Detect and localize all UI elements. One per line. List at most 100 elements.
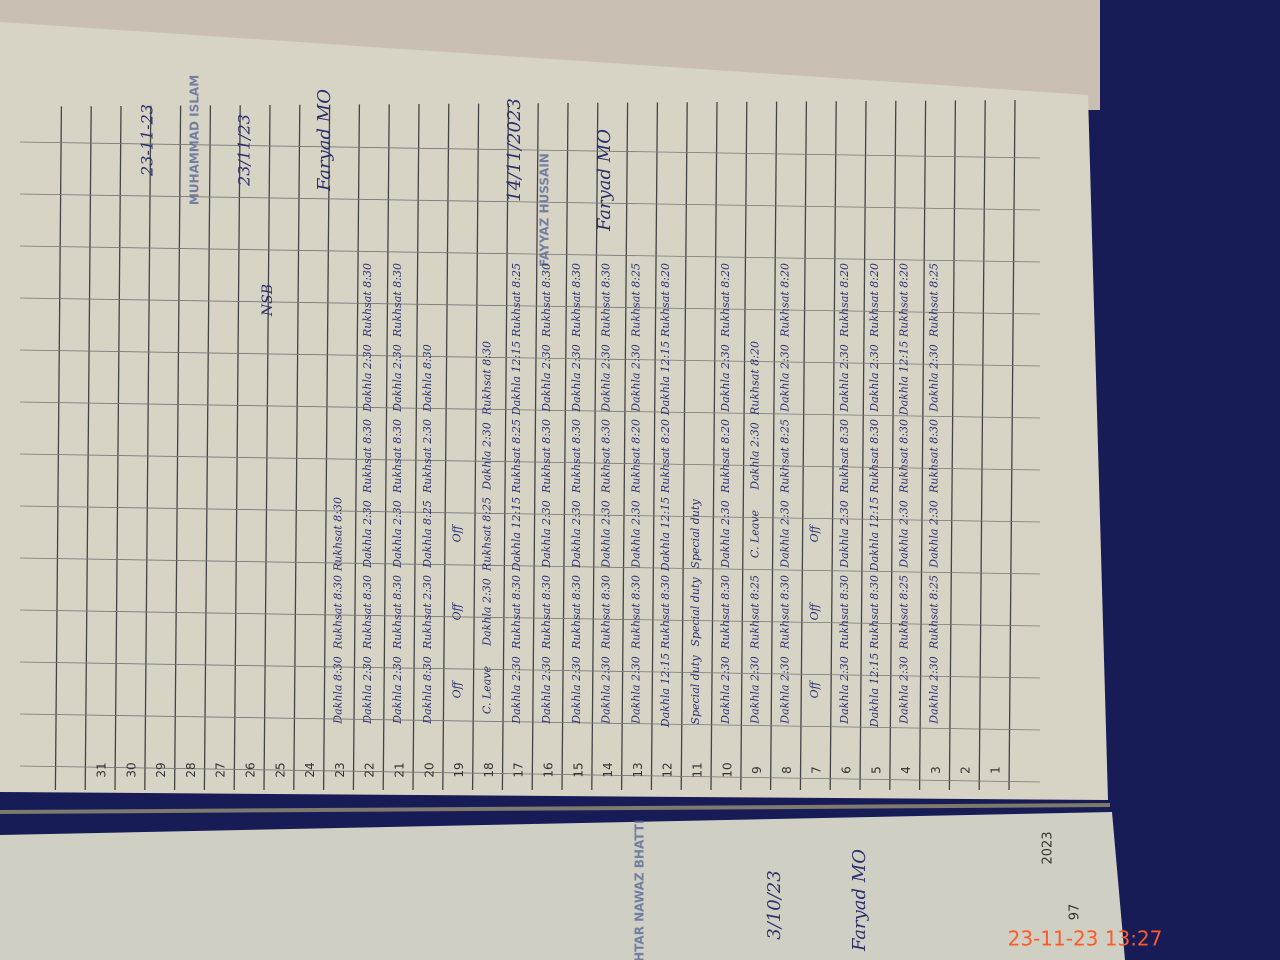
attendance-entry: Rukhsat 8:25 bbox=[778, 419, 791, 494]
attendance-entry: Dakhla 2:30 bbox=[629, 344, 642, 412]
row-number: 20 bbox=[422, 762, 436, 777]
column-line bbox=[19, 661, 1041, 679]
attendance-entry: Rukhsat 8:30 bbox=[659, 575, 672, 650]
year: 2023 bbox=[1041, 831, 1056, 864]
signature: Faryad MO bbox=[849, 849, 870, 952]
attendance-entry: Rukhsat 8:30 bbox=[391, 575, 404, 650]
attendance-entry: Rukhsat 8:30 bbox=[570, 263, 583, 338]
attendance-entry: Dakhla 2:30 bbox=[540, 344, 553, 412]
attendance-entry: Rukhsat 8:30 bbox=[719, 575, 732, 650]
row-line bbox=[1008, 99, 1016, 791]
row-number: 3 bbox=[929, 766, 943, 774]
row-line bbox=[948, 100, 957, 791]
attendance-entry: Rukhsat 8:20 bbox=[838, 263, 851, 338]
register-content: 23-11-23 13:27 97 2023 Faryad MO Faryad … bbox=[95, 75, 1163, 960]
ruling bbox=[19, 99, 1041, 791]
row-line bbox=[263, 104, 271, 791]
attendance-entry: Rukhsat 8:25 bbox=[927, 263, 940, 338]
row-number: 14 bbox=[601, 762, 615, 777]
row-line bbox=[591, 102, 599, 791]
row-line bbox=[650, 102, 659, 791]
attendance-entry: Dakhla 8:25 bbox=[421, 500, 434, 568]
attendance-entry: Rukhsat 8:30 bbox=[838, 419, 851, 494]
attendance-entry: Dakhla 2:30 bbox=[361, 344, 374, 412]
attendance-entry: Dakhla 8:30 bbox=[421, 656, 434, 724]
attendance-entry: Dakhla 2:30 bbox=[927, 656, 940, 724]
attendance-entry: Rukhsat 8:30 bbox=[600, 575, 613, 650]
attendance-entry: Rukhsat 8:30 bbox=[778, 575, 791, 650]
row-number: 9 bbox=[750, 766, 764, 774]
attendance-entry: Dakhla 2:30 bbox=[391, 656, 404, 724]
attendance-entry: Off bbox=[451, 601, 464, 620]
code: NSB bbox=[260, 284, 276, 317]
attendance-entry: Rukhsat 8:20 bbox=[659, 263, 672, 338]
attendance-entry: Dakhla 2:30 bbox=[600, 344, 613, 412]
attendance-entry: Special duty bbox=[689, 577, 702, 647]
column-line bbox=[19, 453, 1041, 471]
row-line bbox=[352, 104, 361, 791]
attendance-entry: Dakhla 2:30 bbox=[570, 500, 583, 568]
row-number: 15 bbox=[571, 762, 585, 777]
row-number: 12 bbox=[661, 762, 675, 777]
attendance-entry: Dakhla 2:30 bbox=[927, 344, 940, 412]
signature: Faryad MO bbox=[594, 129, 615, 232]
attendance-entry: Dakhla 2:30 bbox=[391, 500, 404, 568]
attendance-entry: Rukhsat 8:25 bbox=[510, 419, 523, 494]
attendance-entry: Rukhsat 8:30 bbox=[391, 419, 404, 494]
attendance-entry: Dakhla 2:30 bbox=[510, 656, 523, 724]
attendance-entry: Rukhsat 8:25 bbox=[510, 263, 523, 338]
attendance-entry: Rukhsat 8:30 bbox=[898, 419, 911, 494]
attendance-entry: Dakhla 12:15 bbox=[659, 341, 672, 416]
row-line bbox=[84, 106, 92, 791]
attendance-entry: Dakhla 2:30 bbox=[629, 500, 642, 568]
attendance-entry: Dakhla 2:30 bbox=[600, 500, 613, 568]
row-number: 27 bbox=[214, 762, 228, 777]
row-line bbox=[710, 101, 718, 791]
attendance-entry: Dakhla 2:30 bbox=[480, 422, 493, 490]
column-line bbox=[19, 557, 1041, 575]
attendance-entry: Rukhsat 8:30 bbox=[570, 419, 583, 494]
attendance-entry: Off bbox=[451, 679, 464, 698]
attendance-entry: Dakhla 2:30 bbox=[570, 344, 583, 412]
column-line bbox=[19, 297, 1041, 315]
attendance-entry: Dakhla 2:30 bbox=[361, 500, 374, 568]
row-line bbox=[978, 100, 986, 791]
attendance-entry: Dakhla 12:15 bbox=[510, 341, 523, 416]
row-line bbox=[293, 104, 301, 791]
row-number: 26 bbox=[244, 762, 258, 777]
row-line bbox=[203, 105, 212, 791]
attendance-entry: Dakhla 12:15 bbox=[510, 497, 523, 572]
attendance-entry: Dakhla 2:30 bbox=[838, 500, 851, 568]
row-line bbox=[233, 105, 241, 791]
row-line bbox=[144, 105, 152, 791]
attendance-entry: Rukhsat 8:30 bbox=[927, 419, 940, 494]
attendance-entry: Dakhla 2:30 bbox=[629, 656, 642, 724]
attendance-entry: Dakhla 12:15 bbox=[898, 341, 911, 416]
row-line bbox=[412, 103, 420, 791]
attendance-entry: Special duty bbox=[689, 499, 702, 569]
row-line bbox=[769, 101, 778, 791]
attendance-entry: Rukhsat 8:30 bbox=[540, 419, 553, 494]
row-number: 31 bbox=[95, 762, 109, 777]
page-fold bbox=[0, 803, 1111, 814]
row-number: 6 bbox=[840, 766, 854, 774]
attendance-entry: Dakhla 2:30 bbox=[838, 344, 851, 412]
attendance-entry: Rukhsat 8:25 bbox=[480, 497, 493, 572]
attendance-entry: C. Leave bbox=[480, 665, 493, 714]
attendance-entry: Rukhsat 8:20 bbox=[868, 263, 881, 338]
row-line bbox=[918, 100, 927, 791]
row-number: 5 bbox=[869, 766, 883, 774]
row-line bbox=[322, 104, 331, 791]
attendance-entry: Dakhla 12:15 bbox=[868, 653, 881, 728]
attendance-entry: Rukhsat 8:30 bbox=[510, 575, 523, 650]
row-number: 10 bbox=[720, 762, 734, 777]
row-number: 7 bbox=[810, 766, 824, 774]
stamp: AKHTAR NAWAZ BHATTI bbox=[633, 820, 647, 960]
stamp: MUHAMMAD ISLAM bbox=[188, 75, 202, 205]
timestamp: 23-11-23 13:27 bbox=[1008, 927, 1163, 951]
page-number: 97 bbox=[1068, 904, 1083, 921]
attendance-entry: Rukhsat 8:30 bbox=[331, 575, 344, 650]
row-number: 29 bbox=[154, 762, 168, 777]
column-line bbox=[19, 245, 1041, 263]
